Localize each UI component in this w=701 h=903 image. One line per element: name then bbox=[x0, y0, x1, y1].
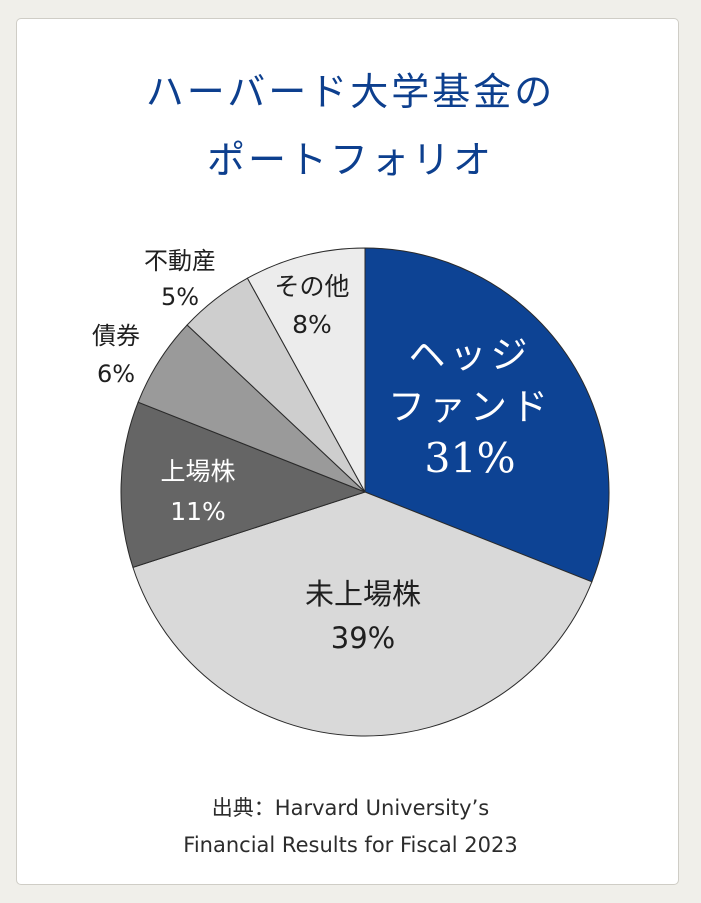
slice-value-label-4: 5% bbox=[161, 283, 199, 311]
pie-slice-2 bbox=[120, 401, 367, 569]
slice-category-label-4: 不動産 bbox=[144, 247, 216, 275]
source-line-2: Financial Results for Fiscal 2023 bbox=[183, 833, 518, 857]
slice-value-label-2: 11% bbox=[170, 497, 226, 526]
slice-value-label-3: 6% bbox=[97, 360, 135, 388]
slice-category-label-5: その他 bbox=[274, 272, 349, 301]
slice-category-label-3: 債券 bbox=[92, 322, 140, 350]
chart-title-line-1: ハーバード大学基金の bbox=[145, 70, 556, 114]
pie-slice-5 bbox=[246, 247, 366, 493]
slice-category-label-0: ファンド bbox=[388, 386, 552, 429]
source-line-1: 出典：Harvard University’s bbox=[211, 796, 490, 820]
slice-value-label-5: 8% bbox=[292, 310, 332, 339]
slice-category-label-0: ヘッジ bbox=[409, 334, 532, 377]
slice-value-label-0: 31% bbox=[424, 435, 515, 483]
slice-category-label-1: 未上場株 bbox=[305, 577, 421, 611]
chart-title: ハーバード大学基金の ポートフォリオ bbox=[0, 58, 701, 194]
pie-slice-1 bbox=[132, 491, 593, 737]
pie-slice-0 bbox=[364, 247, 610, 583]
slice-category-label-2: 上場株 bbox=[160, 457, 235, 486]
chart-title-line-2: ポートフォリオ bbox=[206, 138, 494, 182]
slice-value-label-1: 39% bbox=[331, 621, 395, 655]
source-note: 出典：Harvard University’s Financial Result… bbox=[0, 790, 701, 864]
